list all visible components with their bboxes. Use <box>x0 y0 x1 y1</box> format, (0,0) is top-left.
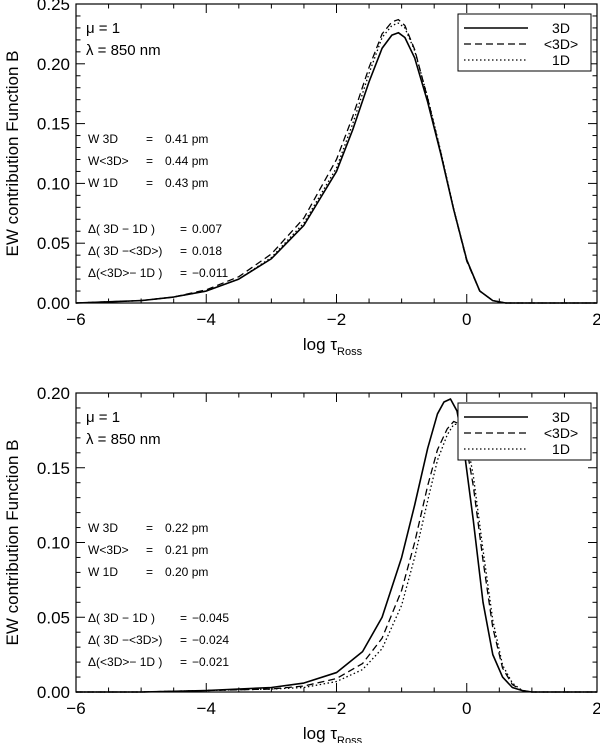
delta-row-equals: = <box>180 655 187 669</box>
delta-row-label: Δ(<3D>− 1D ) <box>88 655 162 669</box>
delta-row-equals: = <box>180 633 187 647</box>
x-tick-label: −2 <box>327 699 346 718</box>
delta-row-equals: = <box>180 266 187 280</box>
y-axis-label: EW contribution Function B <box>3 51 22 257</box>
delta-row-equals: = <box>180 222 187 236</box>
ew-row-value: 0.41 pm <box>165 132 208 146</box>
legend-label: <3D> <box>544 36 578 52</box>
ew-row-equals: = <box>146 154 153 168</box>
series-line-solid <box>76 398 597 693</box>
x-tick-label: −6 <box>66 310 85 329</box>
delta-row-label: Δ( 3D −<3D>) <box>88 244 162 258</box>
delta-row-value: 0.018 <box>192 244 222 258</box>
ew-row-value: 0.43 pm <box>165 176 208 190</box>
ew-row-value: 0.21 pm <box>165 543 208 557</box>
legend-label: 3D <box>552 409 570 425</box>
chart-bottom: −6 −4 −2 0 2 0.00 0.05 0.10 0.15 0.20 log τRoss EW … <box>3 384 600 743</box>
y-tick-label: 0.10 <box>37 174 70 193</box>
delta-row-value: 0.007 <box>192 222 222 236</box>
ew-row-equals: = <box>146 132 153 146</box>
x-tick-label: 0 <box>462 699 471 718</box>
mu-annotation: μ = 1 <box>86 20 120 37</box>
ew-row-label: W 1D <box>88 565 118 579</box>
ew-row-label: W 1D <box>88 176 118 190</box>
x-axis-label-subscript: Ross <box>337 346 363 358</box>
y-tick-label: 0.25 <box>37 0 70 14</box>
legend: 3D<3D>1D <box>457 402 592 461</box>
legend: 3D<3D>1D <box>457 13 592 72</box>
delta-row-value: −0.011 <box>192 266 228 280</box>
delta-row-value: −0.024 <box>192 633 229 647</box>
y-tick-label: 0.20 <box>37 55 70 74</box>
ew-row-equals: = <box>146 565 153 579</box>
ew-row-value: 0.22 pm <box>165 521 208 535</box>
y-tick-label: 0.20 <box>37 384 70 403</box>
x-tick-label: −6 <box>66 699 85 718</box>
x-tick-label: 0 <box>462 310 471 329</box>
mu-annotation: μ = 1 <box>86 409 120 426</box>
legend-label: 1D <box>552 441 570 457</box>
ew-row-label: W<3D> <box>88 154 129 168</box>
x-tick-label: −2 <box>327 310 346 329</box>
x-axis-label-subscript: Ross <box>337 735 363 743</box>
delta-row-label: Δ(<3D>− 1D ) <box>88 266 162 280</box>
ew-row-equals: = <box>146 543 153 557</box>
y-tick-label: 0.15 <box>37 115 70 134</box>
ew-row-label: W 3D <box>88 132 118 146</box>
series-line-dashed <box>75 18 597 304</box>
delta-row-equals: = <box>180 611 187 625</box>
x-axis-label: log τRoss <box>303 724 363 743</box>
y-tick-label: 0.05 <box>37 234 70 253</box>
y-tick-label: 0.05 <box>37 608 70 627</box>
y-tick-label: 0.10 <box>37 534 70 553</box>
x-tick-label: −4 <box>197 310 216 329</box>
ew-row-label: W<3D> <box>88 543 129 557</box>
delta-row-label: Δ( 3D − 1D ) <box>88 222 155 236</box>
delta-row-value: −0.045 <box>192 611 229 625</box>
ew-row-equals: = <box>146 521 153 535</box>
x-axis-label: log τRoss <box>303 335 363 358</box>
y-axis-label: EW contribution Function B <box>3 440 22 646</box>
legend-box <box>457 402 592 461</box>
chart-top: −6 −4 −2 0 2 0.00 0.05 0.10 0.15 0.20 0.25 log τRos… <box>3 0 600 358</box>
lambda-annotation: λ = 850 nm <box>86 431 161 448</box>
series-line-dotted <box>76 423 597 693</box>
legend-label: 1D <box>552 52 570 68</box>
y-tick-label: 0.00 <box>37 294 70 313</box>
legend-box <box>457 13 592 72</box>
x-tick-label: −4 <box>197 699 216 718</box>
ew-row-equals: = <box>146 176 153 190</box>
delta-row-label: Δ( 3D −<3D>) <box>88 633 162 647</box>
y-tick-label: 0.00 <box>37 683 70 702</box>
lambda-annotation: λ = 850 nm <box>86 42 161 59</box>
x-tick-label: 2 <box>592 310 600 329</box>
ew-row-value: 0.44 pm <box>165 154 208 168</box>
ew-row-value: 0.20 pm <box>165 565 208 579</box>
delta-row-label: Δ( 3D − 1D ) <box>88 611 155 625</box>
delta-row-value: −0.021 <box>192 655 229 669</box>
ew-row-label: W 3D <box>88 521 118 535</box>
y-tick-label: 0.15 <box>37 459 70 478</box>
legend-label: <3D> <box>544 425 578 441</box>
delta-row-equals: = <box>180 244 187 258</box>
legend-label: 3D <box>552 20 570 36</box>
series-line-dashed <box>76 420 597 693</box>
x-tick-label: 2 <box>592 699 600 718</box>
